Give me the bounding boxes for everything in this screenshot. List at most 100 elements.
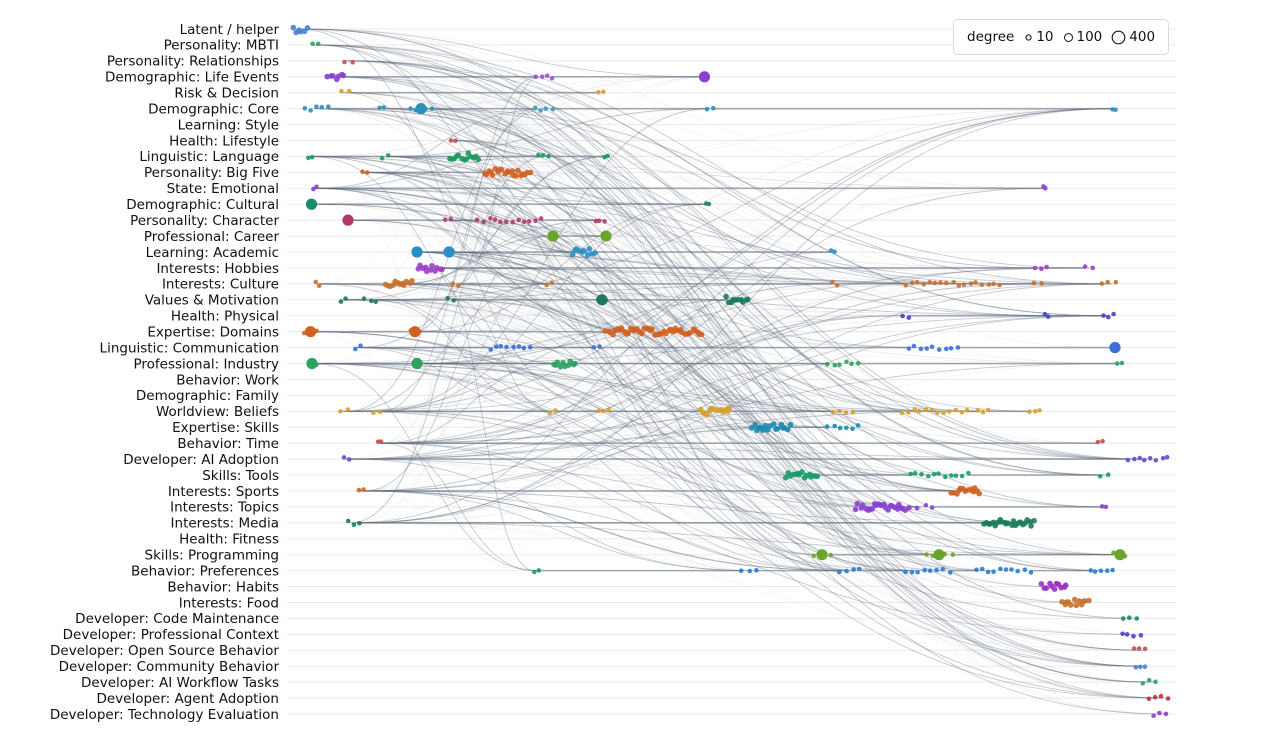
edge-curve <box>380 108 538 412</box>
node-point <box>1092 569 1098 574</box>
node-point <box>900 313 905 319</box>
edge-curve <box>417 108 992 572</box>
node-point <box>811 553 816 559</box>
node-point <box>351 522 357 527</box>
hub-node <box>600 230 612 242</box>
node-cluster <box>488 343 533 352</box>
node-point <box>1090 265 1095 271</box>
node-point <box>339 88 344 94</box>
edge-curve <box>316 188 860 571</box>
edge-curve <box>358 427 783 524</box>
row-label: Behavior: Preferences <box>131 563 279 579</box>
edge-curve <box>361 490 847 572</box>
edge-curve <box>449 283 1042 301</box>
edge-curve <box>379 442 848 572</box>
row-label: Developer: Code Maintenance <box>75 611 279 627</box>
edge-curve <box>346 458 960 476</box>
node-point <box>944 280 949 286</box>
node-point <box>403 278 410 285</box>
node-cluster <box>948 485 982 497</box>
node-point <box>973 280 978 285</box>
edge-curve <box>363 283 1114 492</box>
edge-curve <box>381 442 537 572</box>
node-point <box>931 472 937 477</box>
edge-curve <box>357 76 542 524</box>
node-point <box>371 410 376 416</box>
node-point <box>597 344 602 349</box>
edge-curve <box>315 108 551 189</box>
node-cluster <box>1109 342 1121 354</box>
node-point <box>1120 631 1125 637</box>
edge-curve <box>363 490 843 572</box>
row-label: Developer: Professional Context <box>63 627 279 643</box>
node-point <box>304 25 311 31</box>
node-point <box>429 263 435 269</box>
node-point <box>306 155 311 161</box>
edge-curve <box>313 187 925 572</box>
node-point <box>1015 568 1020 574</box>
edge-curve <box>421 108 869 508</box>
node-cluster <box>1099 279 1119 286</box>
node-point <box>364 170 370 175</box>
node-point <box>596 218 602 224</box>
node-point <box>346 88 352 94</box>
hub-node <box>933 549 945 561</box>
node-point <box>745 296 751 303</box>
row-label: Developer: Agent Adoption <box>96 691 279 707</box>
edge-curve <box>381 108 1138 667</box>
node-point <box>550 106 556 112</box>
node-point <box>409 278 415 284</box>
node-cluster <box>1114 360 1125 366</box>
node-cluster <box>825 359 861 368</box>
node-point <box>319 104 325 110</box>
edge-curve <box>438 267 1051 587</box>
node-point <box>704 106 710 112</box>
node-point <box>455 152 462 158</box>
edge-curve <box>356 347 552 412</box>
legend-item-large: 400 <box>1111 29 1155 45</box>
node-point <box>350 59 356 65</box>
node-point <box>358 343 363 349</box>
node-point <box>814 473 821 480</box>
node-point <box>1136 646 1142 651</box>
node-point <box>923 407 929 412</box>
node-cluster <box>914 503 935 511</box>
edge-curve <box>346 60 1005 571</box>
node-point <box>1022 567 1028 573</box>
node-point <box>1062 582 1069 588</box>
node-point <box>975 408 981 413</box>
edge-curve <box>336 76 1106 476</box>
node-point <box>547 410 553 415</box>
node-point <box>850 426 855 432</box>
edge-curve <box>418 251 1115 555</box>
edge-curve <box>431 267 995 285</box>
node-cluster <box>1111 549 1128 561</box>
node-point <box>498 219 503 225</box>
node-point <box>596 90 601 95</box>
edge-curve <box>368 299 1122 555</box>
node-point <box>723 293 729 300</box>
edge-curve <box>309 203 1142 667</box>
node-point <box>784 426 791 433</box>
edge-curve <box>420 108 625 332</box>
node-point <box>1045 314 1051 319</box>
edge-curve <box>310 331 1164 699</box>
node-point <box>533 74 539 80</box>
node-point <box>1105 472 1111 478</box>
node-point <box>909 569 915 575</box>
edge-curve <box>314 44 1114 348</box>
node-cluster <box>411 357 423 370</box>
edge-curve <box>457 108 545 285</box>
row-label: Professional: Career <box>144 229 280 245</box>
node-point <box>345 518 351 524</box>
node-point <box>998 566 1003 572</box>
node-point <box>481 219 486 225</box>
node-point <box>855 360 861 366</box>
node-cluster <box>924 549 956 561</box>
node-point <box>1073 602 1080 609</box>
node-point <box>1027 409 1032 415</box>
edge-curve <box>392 283 600 348</box>
edge-curve <box>380 108 595 348</box>
node-cluster <box>375 439 384 445</box>
edge-curve <box>353 411 601 524</box>
